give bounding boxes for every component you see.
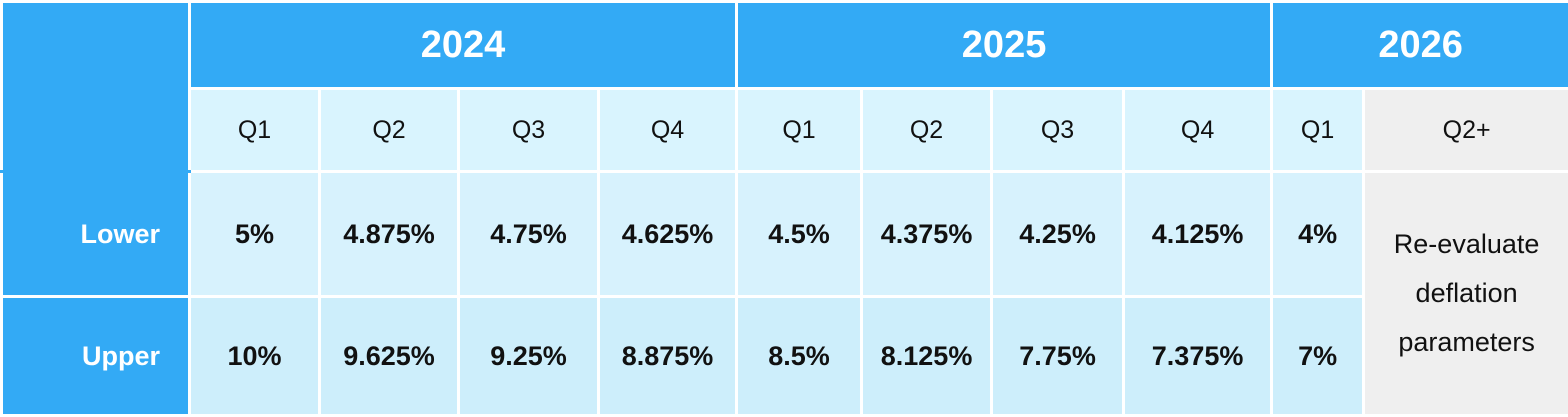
value-cell: 4.25% xyxy=(990,170,1126,298)
quarter-header: Q2 xyxy=(318,87,460,173)
quarter-header: Q3 xyxy=(457,87,600,173)
value-cell: 8.125% xyxy=(860,295,994,417)
value-cell: 4.625% xyxy=(596,170,739,298)
data-row: Upper 10% 9.625% 9.25% 8.875% 8.5% 8.125… xyxy=(0,295,1568,417)
value-cell: 8.5% xyxy=(735,295,864,417)
value-cell: 7% xyxy=(1270,295,1366,417)
value-cell: 10% xyxy=(188,295,321,417)
value-cell: 4.5% xyxy=(735,170,864,298)
year-header: 2025 xyxy=(735,0,1274,90)
row-label: Upper xyxy=(0,295,191,417)
value-cell: 5% xyxy=(188,170,321,298)
quarter-row: Q1 Q2 Q3 Q4 Q1 Q2 Q3 Q4 Q1 Q2+ xyxy=(2,87,1568,173)
corner xyxy=(0,0,191,173)
data-row: Lower 5% 4.875% 4.75% 4.625% 4.5% 4.375%… xyxy=(0,170,1568,417)
quarter-header: Q3 xyxy=(990,87,1126,173)
value-cell: 4.125% xyxy=(1122,170,1274,298)
year-header: 2024 xyxy=(187,0,739,90)
year-header: 2026 xyxy=(1270,0,1568,90)
value-cell: 7.375% xyxy=(1122,295,1274,417)
year-row: 2024 2025 2026 xyxy=(0,0,1568,173)
quarter-header: Q1 xyxy=(1270,87,1366,173)
value-cell: 4.875% xyxy=(318,170,460,298)
value-cell: 9.625% xyxy=(318,295,460,417)
value-cell: 4.75% xyxy=(457,170,600,298)
value-cell: 4% xyxy=(1270,170,1366,298)
quarter-header: Q1 xyxy=(735,87,864,173)
quarter-header: Q2 xyxy=(860,87,994,173)
value-cell: 9.25% xyxy=(457,295,600,417)
quarter-header: Q1 xyxy=(188,87,321,173)
quarter-header: Q2+ xyxy=(1362,87,1568,173)
quarter-header: Q4 xyxy=(596,87,739,173)
value-cell: 7.75% xyxy=(990,295,1126,417)
quarter-header: Q4 xyxy=(1122,87,1274,173)
note-cell: Re-evaluate deflation parameters xyxy=(1362,170,1568,417)
value-cell: 4.375% xyxy=(860,170,994,298)
value-cell: 8.875% xyxy=(596,295,739,417)
row-label: Lower xyxy=(0,170,191,298)
